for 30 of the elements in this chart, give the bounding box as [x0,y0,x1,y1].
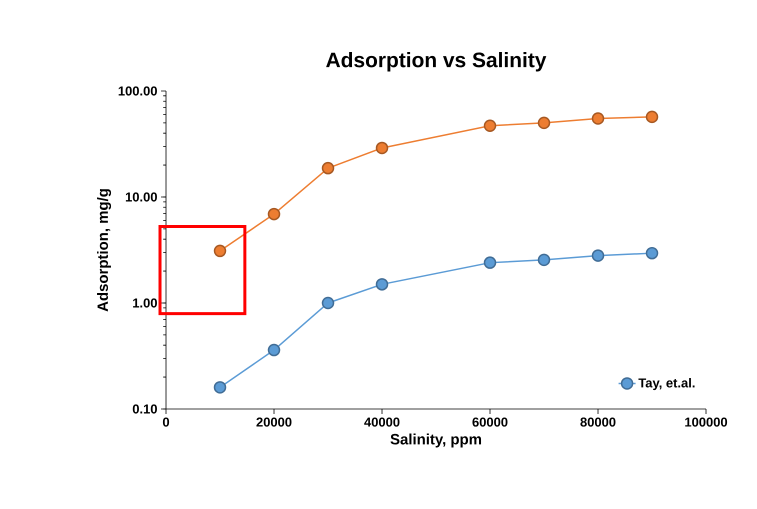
x-tick-label: 60000 [472,417,508,427]
chart-title: Adsorption vs Salinity [326,52,546,72]
point [592,249,604,262]
x-tick-label: 0 [162,417,170,427]
point [214,244,226,258]
point [484,119,496,132]
point [268,208,280,220]
x-axis-title: Salinity, ppm [390,434,482,448]
point [538,116,550,130]
x-tick-label: 20000 [256,417,292,427]
point [538,254,550,266]
point [268,344,280,356]
point [646,246,658,260]
point [214,381,226,394]
y-tick-label: 100.00 [118,86,157,96]
point [322,296,334,310]
y-tick-label: 1.00 [133,298,157,308]
legend-label: Tay, et.al. [638,378,695,390]
y-tick-label: 10.00 [126,192,157,202]
point [484,256,496,269]
point [646,110,658,124]
point [322,162,334,174]
point [592,112,604,125]
point [376,142,388,154]
x-tick-label: 40000 [364,417,400,427]
y-axis-title: Adsorption, mg/g [97,189,112,312]
y-tick-label: 0.10 [132,404,157,414]
x-tick-label: 100000 [685,417,728,427]
x-tick-label: 80000 [580,417,616,427]
point [376,278,388,291]
